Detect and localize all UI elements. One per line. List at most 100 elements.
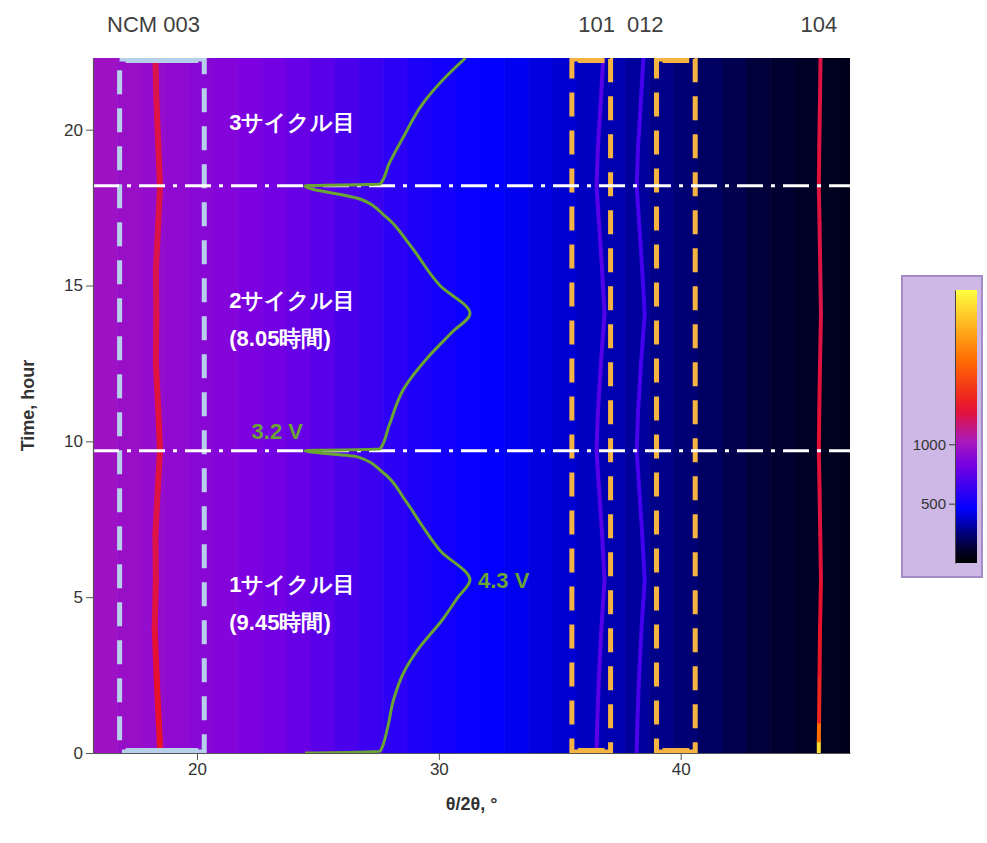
heatmap-cell	[286, 58, 311, 753]
x-tick-label: 20	[188, 760, 207, 779]
x-tick: 30	[430, 753, 449, 779]
y-axis-line	[93, 59, 94, 754]
voltage-label: 3.2 V	[252, 419, 304, 444]
y-axis-title: Time, hour	[18, 360, 38, 452]
peak-segment	[152, 535, 158, 580]
heatmap-cell	[794, 58, 819, 753]
heatmap-cell	[432, 58, 457, 753]
voltage-label: 4.3 V	[478, 568, 530, 593]
peak-label: 104	[800, 12, 837, 37]
y-tick: 15	[64, 276, 93, 295]
peak-segment	[637, 675, 639, 722]
heatmap-cell	[770, 58, 795, 753]
peak-segment	[155, 580, 156, 628]
y-axis: 0 5 10 15 20	[64, 59, 93, 763]
cycle-boundary	[93, 449, 850, 452]
heatmap-cell	[819, 58, 844, 753]
heatmap-cell	[359, 58, 384, 753]
colorbar-tick: 1000	[913, 436, 955, 453]
y-tick-label: 20	[64, 121, 83, 140]
colorbar-tick-mark	[949, 504, 955, 505]
peak-segment	[817, 363, 822, 410]
peak-segment	[599, 628, 601, 675]
region-box	[572, 59, 611, 752]
peak-segment	[598, 363, 601, 410]
cycle-label: 3サイクル目	[229, 110, 355, 135]
y-tick-label: 0	[74, 744, 83, 763]
heatmap-cell	[577, 58, 602, 753]
y-tick: 5	[74, 588, 93, 607]
peak-segment	[601, 314, 605, 364]
region-cap	[663, 58, 690, 63]
cycle-label: 1サイクル目	[229, 572, 355, 597]
heatmap-cell	[746, 58, 771, 753]
colorbar: 500 1000	[902, 276, 982, 577]
peak-segment	[597, 410, 598, 451]
region-box	[657, 59, 696, 752]
region-cap	[663, 748, 690, 753]
peak-segment	[817, 145, 821, 186]
region-box	[120, 59, 205, 752]
x-tick-label: 30	[430, 760, 449, 779]
cycle-boundaries	[93, 186, 850, 451]
region-cap	[126, 58, 199, 63]
y-tick-label: 5	[74, 588, 83, 607]
peak-segment	[818, 58, 822, 99]
colorbar-axis-line	[955, 291, 956, 564]
heatmap-cell	[166, 58, 191, 753]
colorbar-tick-label: 500	[921, 495, 946, 512]
cycle-duration: (9.45時間)	[229, 610, 330, 635]
heatmap	[93, 58, 850, 753]
peak-segment	[637, 451, 639, 488]
peak-segment	[817, 451, 822, 488]
peak-segment	[595, 722, 599, 741]
cycle-duration: (8.05時間)	[229, 326, 330, 351]
peak-segment	[152, 58, 159, 99]
x-tick-mark	[197, 753, 198, 760]
x-axis: 20 30 40	[94, 753, 851, 779]
peak-segment	[599, 223, 602, 270]
annotations: 1サイクル目 (9.45時間) 2サイクル目 (8.05時間) 3サイクル目 4.3 V 3…	[107, 12, 837, 635]
peak-segment	[639, 488, 642, 535]
peak-label: 101	[578, 12, 615, 37]
peak-segment	[597, 145, 598, 186]
peak-segment	[818, 314, 823, 364]
colorbar-tick-label: 1000	[913, 436, 946, 453]
region-cap	[578, 748, 605, 753]
cycle-label: 2サイクル目	[229, 288, 355, 313]
peak-segment	[153, 270, 159, 314]
x-axis-line	[94, 753, 851, 754]
peak-segment	[156, 99, 158, 146]
peak-segment	[153, 314, 159, 364]
region-cap	[578, 58, 605, 63]
peak-segment	[818, 270, 823, 314]
x-tick: 20	[188, 753, 207, 779]
peak-segment	[597, 675, 599, 722]
y-tick-label: 10	[64, 432, 83, 451]
heatmap-cell	[480, 58, 505, 753]
y-tick-label: 15	[64, 276, 83, 295]
heatmap-cell	[456, 58, 481, 753]
peak-segment	[155, 628, 157, 675]
heatmap-cell	[843, 58, 850, 753]
peak-segment	[156, 223, 158, 270]
peak-segment	[817, 410, 821, 451]
peak-segment	[818, 223, 823, 270]
x-tick: 40	[672, 753, 691, 779]
peak-label: NCM 003	[107, 12, 200, 37]
peak-segment	[818, 488, 823, 535]
peak-segment	[637, 410, 638, 451]
y-tick: 0	[74, 744, 93, 763]
peak-segment	[637, 145, 638, 186]
heatmap-cell	[601, 58, 626, 753]
peak-segment	[818, 535, 823, 580]
peak-segment	[601, 58, 603, 99]
peak-segment	[817, 186, 822, 223]
peak-segment	[642, 580, 645, 628]
peak-segment	[639, 628, 641, 675]
peak-segment	[817, 722, 821, 741]
peak-segment	[597, 451, 599, 488]
heatmap-cell	[649, 58, 674, 753]
y-tick-mark	[86, 286, 93, 287]
peak-segment	[158, 186, 160, 223]
